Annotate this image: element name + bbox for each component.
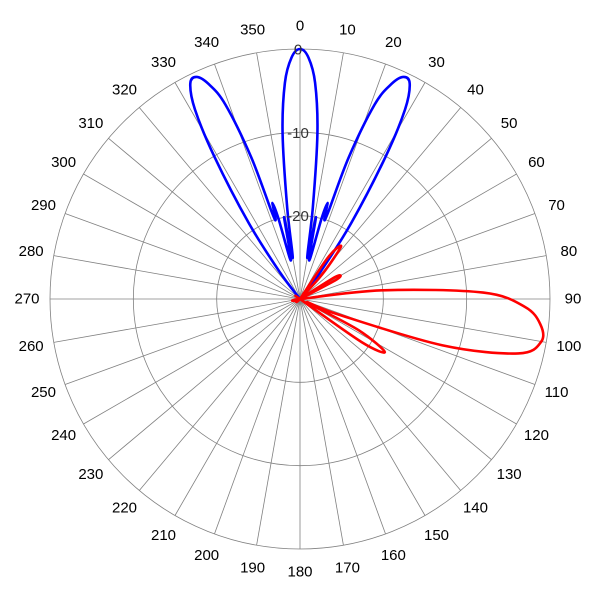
spoke-50 xyxy=(299,137,492,300)
angle-label-90: 90 xyxy=(565,291,582,308)
spoke-280 xyxy=(53,255,301,300)
spoke-70 xyxy=(299,213,536,300)
spoke-140 xyxy=(299,298,462,491)
spoke-310 xyxy=(108,137,301,300)
spoke-330 xyxy=(174,82,301,300)
spoke-20 xyxy=(299,63,386,300)
angle-label-40: 40 xyxy=(467,81,484,98)
spoke-160 xyxy=(299,298,386,535)
angle-label-10: 10 xyxy=(339,22,356,39)
spoke-130 xyxy=(299,298,492,461)
angle-label-270: 270 xyxy=(14,291,39,308)
angle-label-300: 300 xyxy=(51,154,76,171)
angle-label-240: 240 xyxy=(51,427,76,444)
angle-label-310: 310 xyxy=(78,115,103,132)
spoke-100 xyxy=(299,298,547,343)
spoke-80 xyxy=(299,255,547,300)
spoke-60 xyxy=(299,173,517,300)
angle-label-160: 160 xyxy=(381,547,406,564)
ring-minus-20 xyxy=(216,215,384,383)
angle-label-210: 210 xyxy=(151,527,176,544)
spoke-200 xyxy=(214,298,301,535)
spoke-320 xyxy=(138,107,301,300)
angle-label-170: 170 xyxy=(335,559,360,576)
series-layer xyxy=(188,47,545,355)
spoke-210 xyxy=(174,298,301,516)
angle-label-230: 230 xyxy=(78,466,103,483)
angle-label-290: 290 xyxy=(31,197,56,214)
spoke-250 xyxy=(64,298,301,385)
label-layer: 0 10 20 30 40 50 60 70 80 90 100 110 120 130 140 150 160… xyxy=(14,18,581,581)
angle-label-100: 100 xyxy=(556,338,581,355)
spoke-230 xyxy=(108,298,301,461)
spoke-240 xyxy=(83,298,301,425)
radial-label-minus-10: -10 xyxy=(287,125,309,142)
angle-label-130: 130 xyxy=(497,466,522,483)
spoke-190 xyxy=(256,298,301,546)
angle-label-60: 60 xyxy=(528,154,545,171)
angle-label-140: 140 xyxy=(463,500,488,517)
spoke-150 xyxy=(299,298,426,516)
angle-label-70: 70 xyxy=(548,197,565,214)
ring-minus-10 xyxy=(132,131,468,467)
angle-label-180: 180 xyxy=(287,564,312,581)
angle-label-280: 280 xyxy=(19,243,44,260)
spoke-260 xyxy=(53,298,301,343)
angle-label-30: 30 xyxy=(428,54,445,71)
spoke-340 xyxy=(214,63,301,300)
angle-label-150: 150 xyxy=(424,527,449,544)
spoke-220 xyxy=(138,298,301,491)
spoke-170 xyxy=(299,298,344,546)
angle-label-250: 250 xyxy=(31,384,56,401)
spoke-120 xyxy=(299,298,517,425)
angle-label-20: 20 xyxy=(385,34,402,51)
series-line-1 xyxy=(188,47,412,300)
angle-label-50: 50 xyxy=(501,115,518,132)
angle-label-340: 340 xyxy=(194,34,219,51)
spoke-290 xyxy=(64,213,301,300)
angle-label-120: 120 xyxy=(524,427,549,444)
angle-label-0: 0 xyxy=(296,18,304,35)
angle-label-350: 350 xyxy=(240,22,265,39)
angle-label-190: 190 xyxy=(240,559,265,576)
spoke-110 xyxy=(299,298,536,385)
polar-grid xyxy=(49,48,551,550)
angle-label-110: 110 xyxy=(545,384,569,401)
radial-label-0: 0 xyxy=(294,42,302,59)
spoke-300 xyxy=(83,173,301,300)
angle-label-260: 260 xyxy=(19,338,44,355)
radial-label-minus-20: -20 xyxy=(287,208,309,225)
angle-label-330: 330 xyxy=(151,54,176,71)
spoke-30 xyxy=(299,82,426,300)
angle-label-200: 200 xyxy=(194,547,219,564)
angle-label-80: 80 xyxy=(561,243,578,260)
series-line-2 xyxy=(291,244,545,355)
angle-label-220: 220 xyxy=(112,500,137,517)
angle-label-320: 320 xyxy=(112,81,137,98)
